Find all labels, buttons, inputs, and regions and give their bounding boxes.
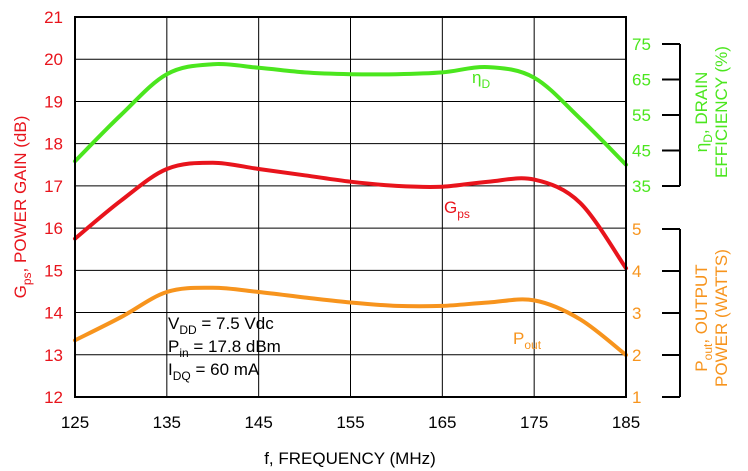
left-tick-label: 14 [44, 304, 63, 323]
x-tick-label: 185 [612, 413, 640, 432]
power-axis-title: Pout, OUTPUT [692, 264, 715, 371]
efficiency-axis-title: ηD, DRAIN [692, 72, 715, 152]
x-axis-title: f, FREQUENCY (MHz) [264, 449, 436, 468]
left-tick-label: 12 [44, 388, 63, 407]
power-tick-label: 3 [632, 304, 641, 323]
left-tick-label: 15 [44, 261, 63, 280]
efficiency-tick-label: 55 [632, 106, 651, 125]
data-curves [73, 62, 628, 357]
left-tick-label: 13 [44, 346, 63, 365]
output-power-series-label: Pout [513, 329, 542, 352]
power-tick-label: 5 [632, 220, 641, 239]
power-tick-label: 2 [632, 346, 641, 365]
efficiency-tick-label: 65 [632, 71, 651, 90]
gps-curve [73, 160, 628, 271]
efficiency-series-label: ηD [472, 68, 490, 91]
efficiency-curve [73, 62, 628, 167]
efficiency-tick-label: 45 [632, 142, 651, 161]
x-tick-label: 155 [336, 413, 364, 432]
power-tick-label: 4 [632, 262, 641, 281]
efficiency-tick-label: 35 [632, 177, 651, 196]
test-condition-line: IDQ = 60 mA [168, 360, 260, 383]
efficiency-axis-title-line2: EFFICIENCY (%) [712, 46, 731, 178]
test-condition-line: VDD = 7.5 Vdc [168, 314, 274, 337]
efficiency-tick-label: 75 [632, 35, 651, 54]
left-tick-label: 17 [44, 177, 63, 196]
left-tick-label: 20 [44, 50, 63, 69]
power-axis-title-line2: POWER (WATTS) [712, 249, 731, 387]
x-tick-label: 145 [244, 413, 272, 432]
test-condition-line: Pin = 17.8 dBm [168, 337, 281, 360]
plot-frame [74, 16, 627, 398]
left-axis-title: Gps, POWER GAIN (dB) [11, 116, 34, 299]
left-tick-label: 18 [44, 135, 63, 154]
x-tick-label: 125 [61, 413, 89, 432]
output-power-curve [73, 285, 628, 357]
x-tick-label: 165 [428, 413, 456, 432]
x-axis: 125 135 145 155 165 175 185 f, FREQUENCY (MHz) [61, 413, 640, 468]
power-tick-label: 1 [632, 388, 641, 407]
left-axis: 12 13 14 15 16 17 18 19 20 21 Gps, POWER GAIN (dB) [11, 8, 63, 407]
x-tick-label: 135 [153, 413, 181, 432]
left-tick-label: 21 [44, 8, 63, 27]
x-tick-label: 175 [520, 413, 548, 432]
left-tick-label: 16 [44, 219, 63, 238]
left-tick-label: 19 [44, 92, 63, 111]
gps-series-label: Gps [444, 198, 470, 221]
